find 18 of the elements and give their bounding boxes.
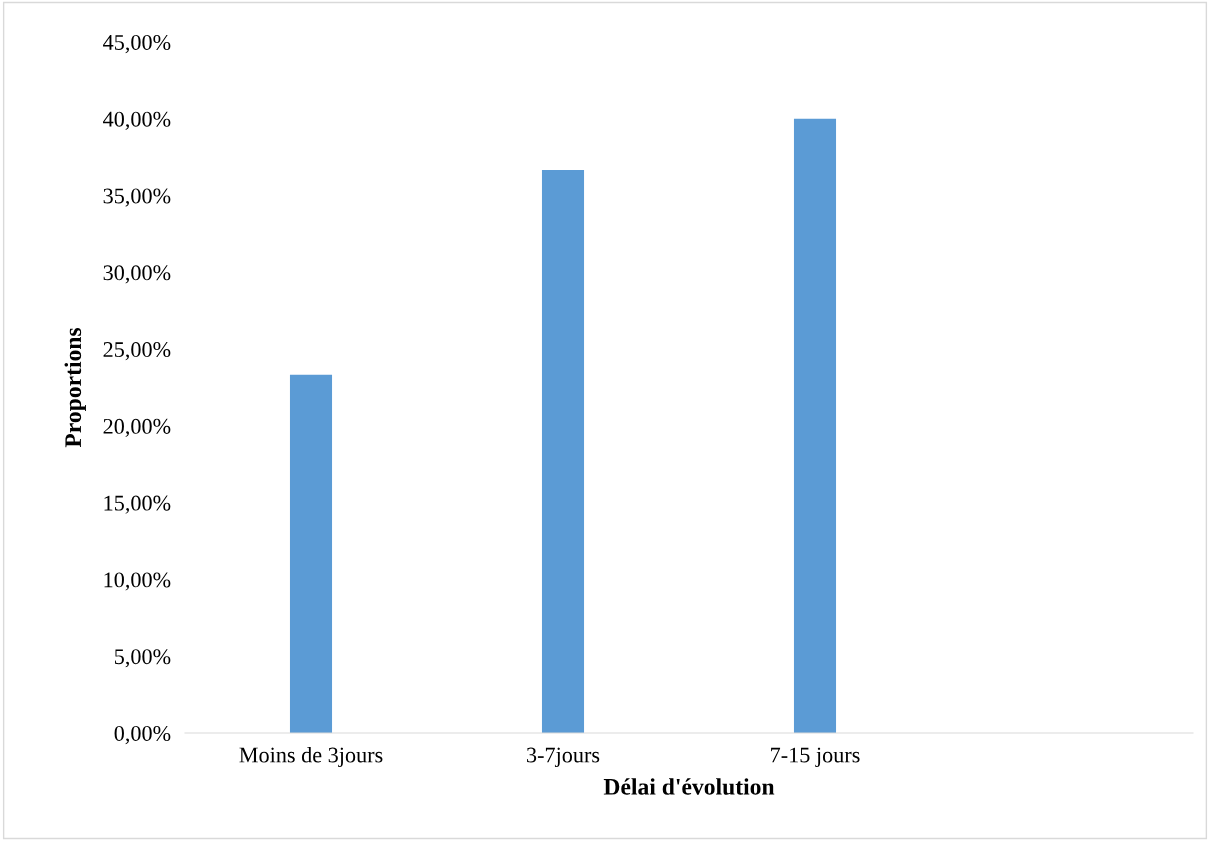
- x-tick-label: Moins de 3jours: [239, 746, 383, 768]
- y-tick-label: 20,00%: [103, 418, 171, 438]
- y-tick-label: 15,00%: [104, 495, 171, 514]
- y-tick-label: 40,00%: [103, 111, 171, 130]
- y-tick-label: 25,00%: [103, 342, 171, 361]
- y-axis-title: Proportions: [64, 327, 86, 448]
- x-tick-label: 3-7jours: [527, 747, 600, 768]
- x-tick-label: 7-15 jours: [771, 747, 860, 768]
- bar: [289, 374, 333, 733]
- bar: [793, 118, 837, 733]
- y-tick-label: 5,00%: [115, 649, 171, 668]
- y-tick-label: 10,00%: [104, 572, 171, 591]
- y-tick-label: 35,00%: [103, 188, 171, 207]
- y-tick-label: 45,00%: [103, 34, 171, 54]
- y-tick-label: 30,00%: [103, 265, 171, 284]
- bar: [541, 169, 585, 733]
- y-tick-label: 0,00%: [114, 725, 171, 745]
- x-axis-title: Délai d'évolution: [603, 778, 775, 795]
